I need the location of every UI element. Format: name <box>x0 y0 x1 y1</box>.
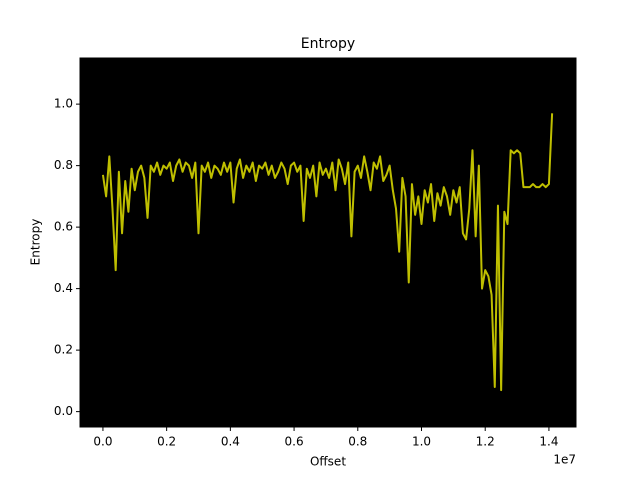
x-tick-label: 0.2 <box>157 435 176 449</box>
x-offset-label: 1e7 <box>553 453 576 467</box>
x-tick-label: 0.8 <box>348 435 367 449</box>
x-tick-label: 1.0 <box>412 435 431 449</box>
x-tick-label: 1.4 <box>539 435 558 449</box>
x-tick-label: 0.4 <box>221 435 240 449</box>
y-tick-label: 0.0 <box>54 404 73 418</box>
y-tick-label: 1.0 <box>54 97 73 111</box>
x-tick-label: 1.2 <box>476 435 495 449</box>
x-tick-label: 0.0 <box>93 435 112 449</box>
y-tick-label: 0.2 <box>54 343 73 357</box>
y-tick-label: 0.6 <box>54 220 73 234</box>
plot-frame <box>79 57 577 428</box>
chart-title: Entropy <box>301 36 355 52</box>
x-tick-label: 0.6 <box>285 435 304 449</box>
y-tick-label: 0.4 <box>54 281 73 295</box>
x-axis-label: Offset <box>310 455 346 469</box>
y-axis-label: Entropy <box>29 219 43 266</box>
y-tick-label: 0.8 <box>54 158 73 172</box>
data-line <box>101 113 554 392</box>
